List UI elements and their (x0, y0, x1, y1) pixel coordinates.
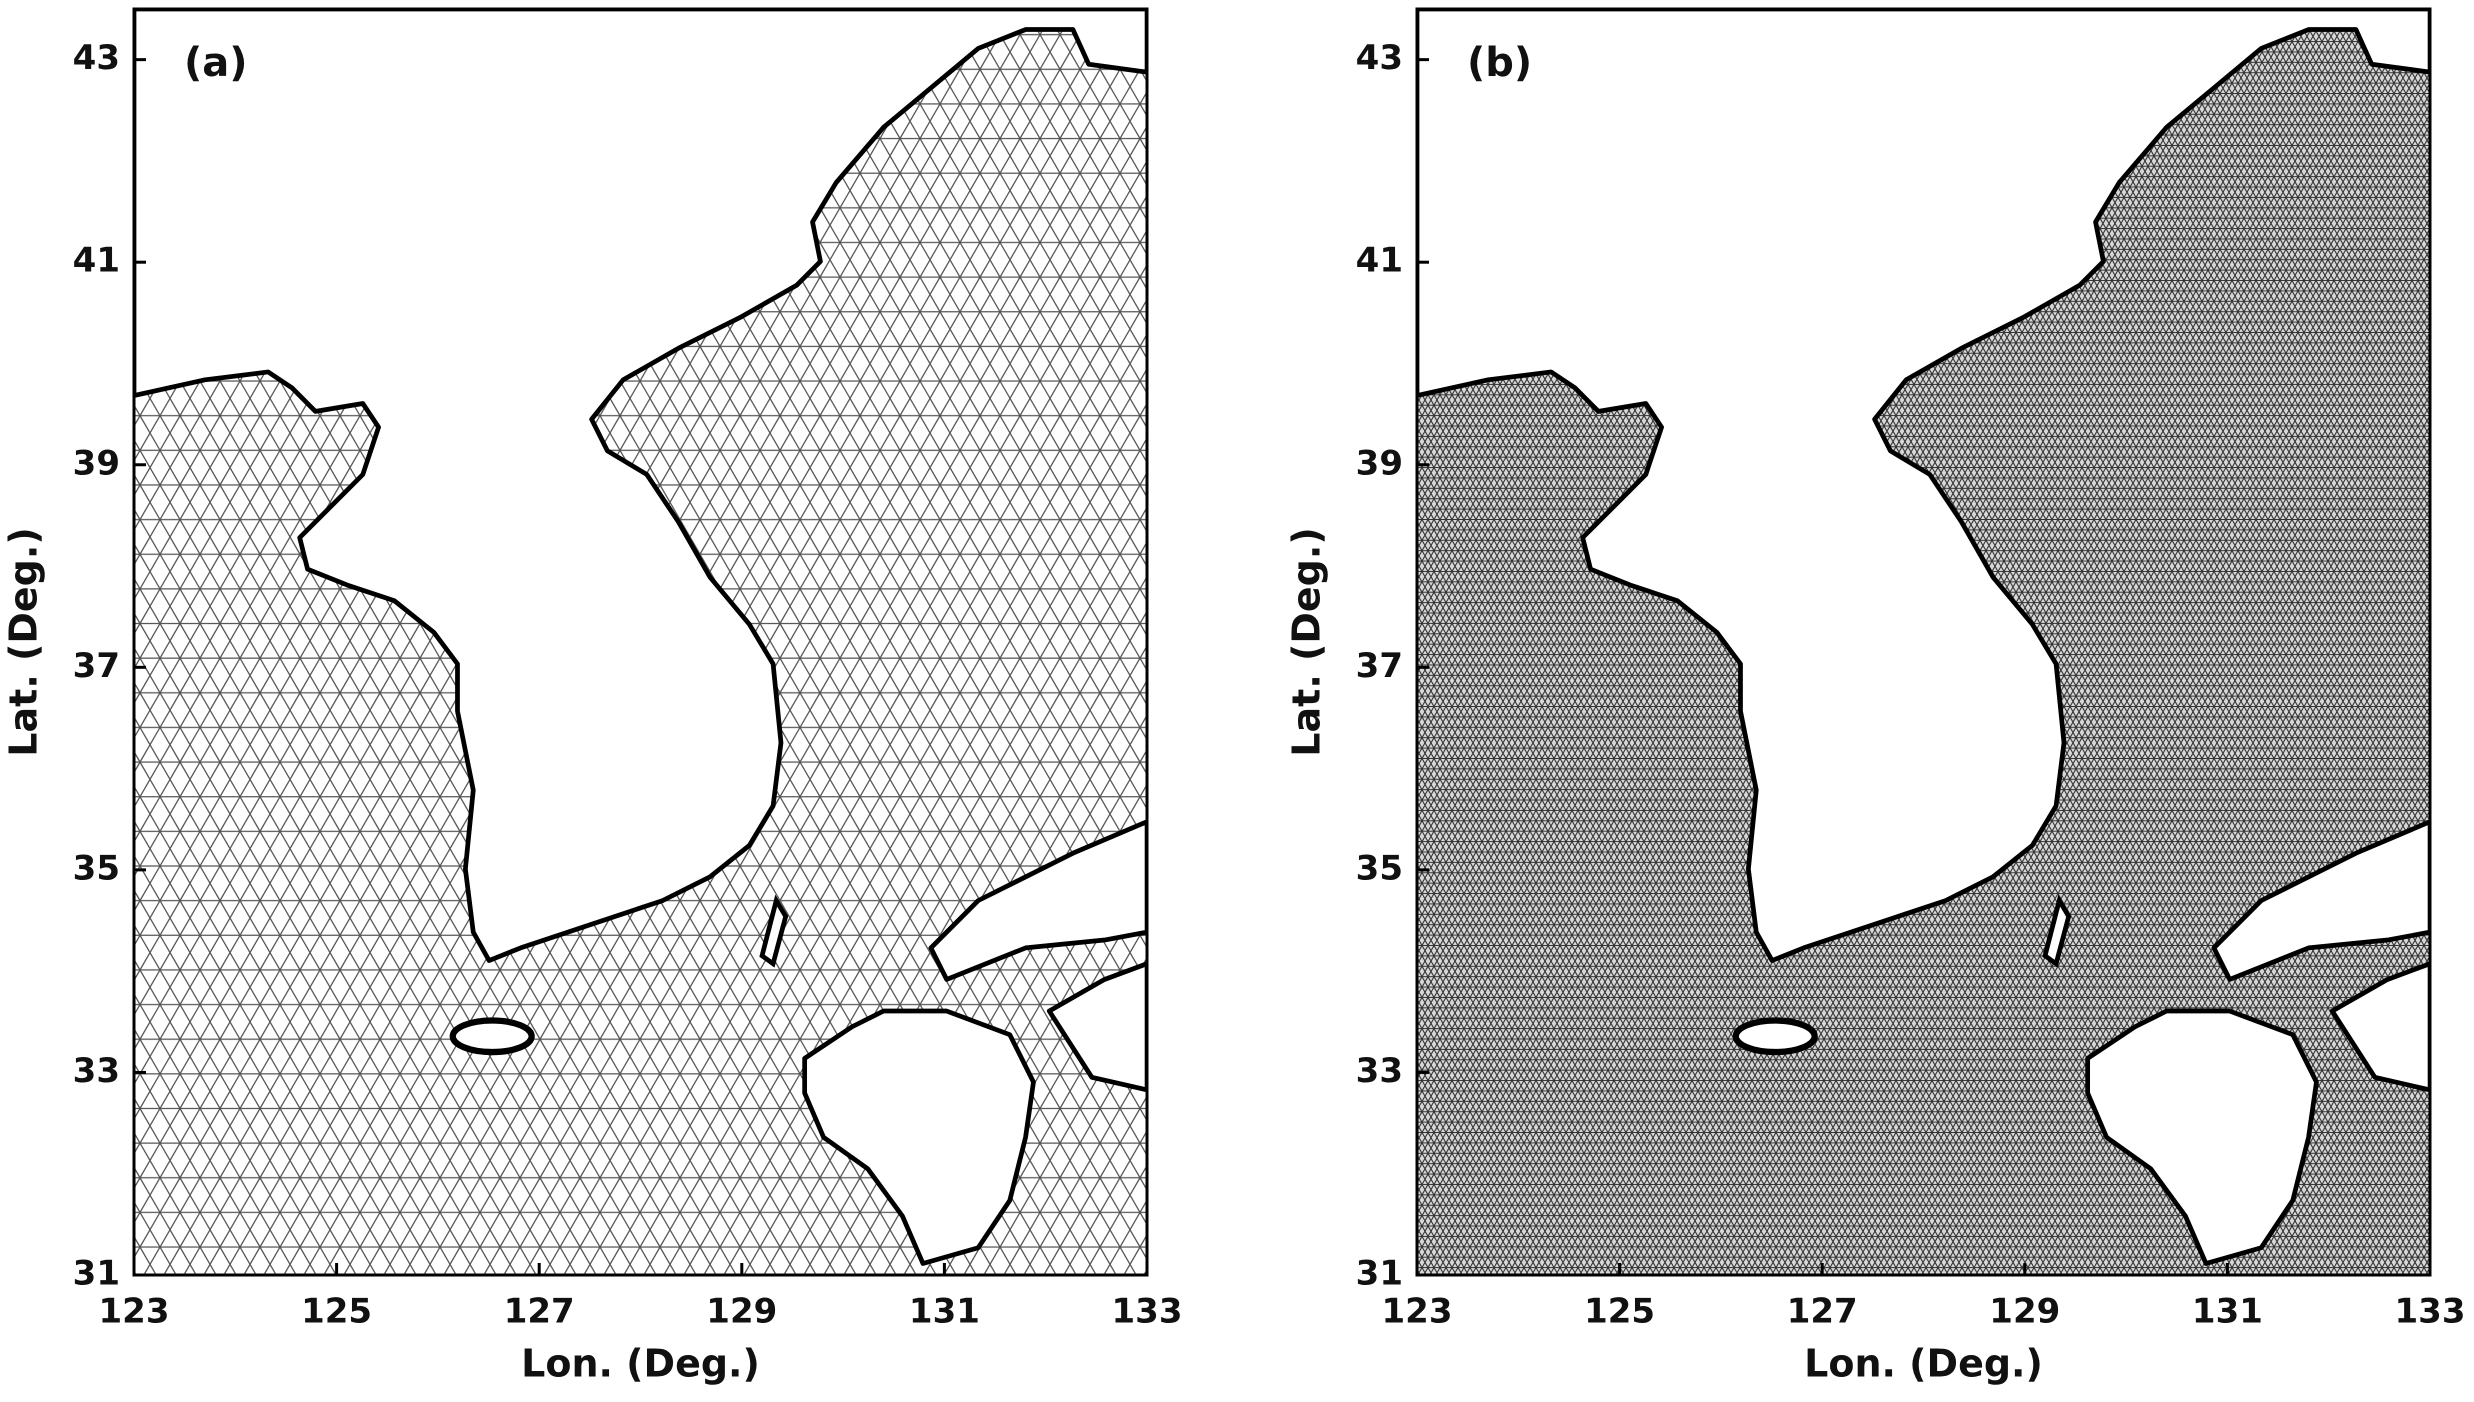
map-area (134, 9, 1147, 1275)
x-tick-label: 131 (909, 1292, 980, 1332)
y-tick-label: 33 (73, 1051, 120, 1091)
y-tick-label: 39 (1356, 443, 1403, 483)
y-tick-label: 31 (73, 1254, 120, 1294)
x-tick-label: 129 (1989, 1292, 2060, 1332)
y-tick-label: 41 (73, 241, 120, 281)
y-tick-label: 35 (73, 848, 120, 888)
x-axis-label: Lon. (Deg.) (1804, 1342, 2043, 1386)
y-tick-label: 43 (73, 38, 120, 78)
axes-frame (132, 7, 1149, 1277)
x-tick-label: 123 (1382, 1292, 1453, 1332)
x-tick-label: 127 (1787, 1292, 1858, 1332)
map-panel: 123 125 127 129 131 133 31 33 35 37 39 41 43 Lon. (De… (2, 7, 1183, 1386)
y-tick-label: 37 (1356, 646, 1403, 686)
map-area (1417, 9, 2430, 1275)
y-tick-label: 39 (73, 443, 120, 483)
x-tick-label: 123 (99, 1292, 170, 1332)
y-tick-label: 31 (1356, 1254, 1403, 1294)
x-tick-label: 129 (706, 1292, 777, 1332)
y-axis-label: Lat. (Deg.) (2, 527, 46, 756)
y-axis-label: Lat. (Deg.) (1285, 527, 1329, 756)
panel-label: (b) (1467, 40, 1532, 86)
y-tick-label: 33 (1356, 1051, 1403, 1091)
map-panel: 123 125 127 129 131 133 31 33 35 37 39 41 43 Lon. (De… (1285, 7, 2466, 1386)
x-tick-label: 133 (2395, 1292, 2466, 1332)
x-axis-label: Lon. (Deg.) (521, 1342, 760, 1386)
y-tick-label: 37 (73, 646, 120, 686)
y-tick-label: 43 (1356, 38, 1403, 78)
x-tick-label: 131 (2192, 1292, 2263, 1332)
x-tick-label: 125 (1584, 1292, 1655, 1332)
x-tick-label: 133 (1112, 1292, 1183, 1332)
x-tick-label: 125 (301, 1292, 372, 1332)
panel-label: (a) (184, 40, 248, 86)
x-tick-label: 127 (504, 1292, 575, 1332)
y-tick-label: 41 (1356, 241, 1403, 281)
y-tick-label: 35 (1356, 848, 1403, 888)
axes-frame (1415, 7, 2432, 1277)
